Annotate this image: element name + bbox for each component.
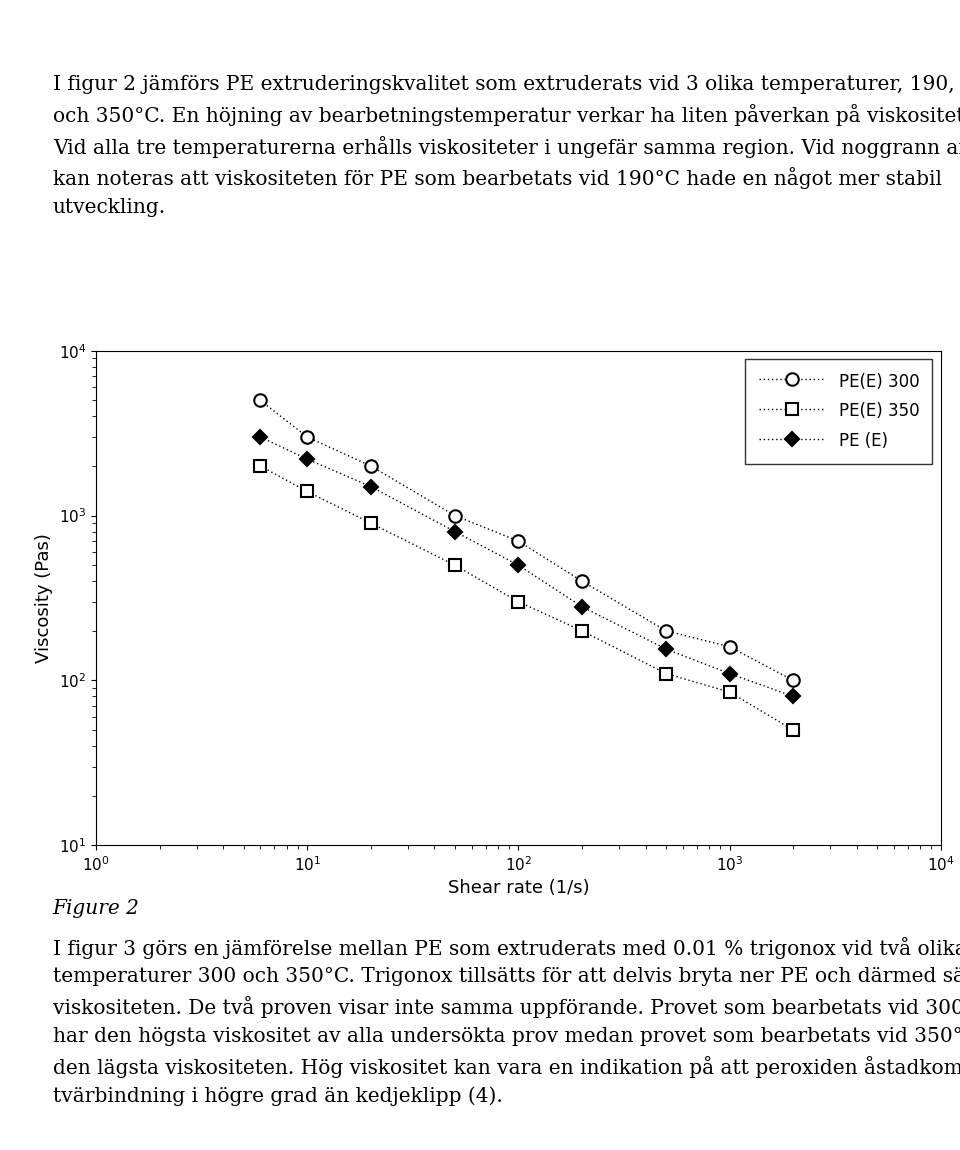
PE (E) — [254, 430, 266, 444]
PE(E) 350 — [301, 484, 313, 498]
PE (E) — [365, 480, 376, 493]
Text: Figure 2: Figure 2 — [53, 899, 139, 919]
PE (E) — [576, 600, 588, 614]
PE (E) — [787, 690, 799, 704]
Y-axis label: Viscosity (Pas): Viscosity (Pas) — [36, 534, 53, 662]
PE(E) 350 — [787, 723, 799, 737]
Text: I figur 2 jämförs PE extruderingskvalitet som extruderats vid 3 olika temperatur: I figur 2 jämförs PE extruderingskvalite… — [53, 75, 960, 216]
PE(E) 300 — [301, 430, 313, 444]
Line: PE (E): PE (E) — [255, 432, 798, 702]
PE(E) 350 — [254, 459, 266, 473]
PE(E) 300 — [787, 674, 799, 688]
Line: PE(E) 300: PE(E) 300 — [254, 394, 800, 687]
PE(E) 350 — [513, 595, 524, 608]
PE(E) 350 — [576, 624, 588, 638]
PE(E) 300 — [254, 393, 266, 407]
Text: I figur 3 görs en jämförelse mellan PE som extruderats med 0.01 % trigonox vid t: I figur 3 görs en jämförelse mellan PE s… — [53, 937, 960, 1106]
PE(E) 300 — [449, 508, 461, 522]
PE (E) — [660, 642, 672, 655]
PE(E) 300 — [660, 624, 672, 638]
PE(E) 350 — [660, 667, 672, 681]
PE (E) — [301, 452, 313, 466]
PE(E) 350 — [365, 516, 376, 530]
PE(E) 350 — [724, 685, 735, 699]
PE (E) — [513, 558, 524, 572]
PE(E) 300 — [513, 535, 524, 549]
X-axis label: Shear rate (1/s): Shear rate (1/s) — [447, 880, 589, 897]
PE (E) — [449, 524, 461, 538]
Line: PE(E) 350: PE(E) 350 — [254, 460, 800, 736]
PE(E) 300 — [365, 459, 376, 473]
PE(E) 300 — [576, 574, 588, 588]
PE (E) — [724, 667, 735, 681]
Legend: PE(E) 300, PE(E) 350, PE (E): PE(E) 300, PE(E) 350, PE (E) — [745, 359, 932, 463]
PE(E) 300 — [724, 639, 735, 653]
PE(E) 350 — [449, 558, 461, 572]
